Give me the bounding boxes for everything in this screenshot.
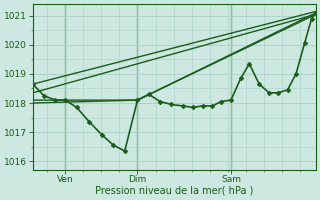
X-axis label: Pression niveau de la mer( hPa ): Pression niveau de la mer( hPa ): [95, 186, 253, 196]
